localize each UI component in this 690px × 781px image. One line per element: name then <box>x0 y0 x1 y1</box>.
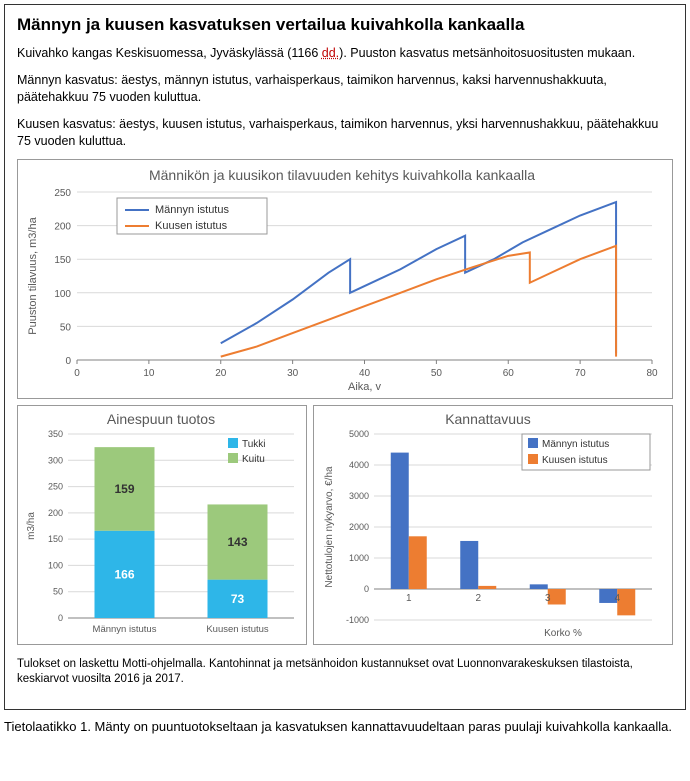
svg-text:Männyn istutus: Männyn istutus <box>155 204 229 216</box>
intro-para-3: Kuusen kasvatus: äestys, kuusen istutus,… <box>17 116 673 150</box>
svg-text:Puuston tilavuus, m3/ha: Puuston tilavuus, m3/ha <box>27 217 39 335</box>
svg-text:Kuusen istutus: Kuusen istutus <box>155 220 228 232</box>
svg-text:350: 350 <box>48 429 63 439</box>
svg-text:m3/ha: m3/ha <box>26 512 37 540</box>
svg-text:-1000: -1000 <box>346 615 369 625</box>
yield-chart: Ainespuun tuotos 0 50 100 150 200 250 300 350 m3/… <box>22 410 300 640</box>
svg-text:3000: 3000 <box>349 491 369 501</box>
npv-chart: Kannattavuus -1000 0 1000 2000 3000 4000 5000 Ne… <box>318 410 658 640</box>
svg-text:Korko %: Korko % <box>544 628 582 639</box>
svg-text:50: 50 <box>60 323 72 334</box>
volume-chart: Männikön ja kuusikon tilavuuden kehitys … <box>22 164 662 394</box>
svg-text:250: 250 <box>54 188 71 199</box>
svg-text:3: 3 <box>545 593 551 604</box>
svg-text:Männyn istutus: Männyn istutus <box>542 439 609 450</box>
svg-text:Aika, v: Aika, v <box>348 381 382 393</box>
footnote: Tulokset on laskettu Motti-ohjelmalla. K… <box>17 657 673 688</box>
svg-text:200: 200 <box>54 222 71 233</box>
svg-text:40: 40 <box>359 368 371 379</box>
svg-text:159: 159 <box>114 482 134 496</box>
svg-text:1: 1 <box>406 593 412 604</box>
volume-chart-container: Männikön ja kuusikon tilavuuden kehitys … <box>17 159 673 399</box>
svg-text:Kuusen istutus: Kuusen istutus <box>206 624 269 635</box>
svg-text:73: 73 <box>231 592 245 606</box>
svg-text:4: 4 <box>614 593 620 604</box>
svg-text:150: 150 <box>48 535 63 545</box>
svg-text:Männyn istutus: Männyn istutus <box>93 624 157 635</box>
svg-text:300: 300 <box>48 456 63 466</box>
page-title: Männyn ja kuusen kasvatuksen vertailua k… <box>17 15 673 35</box>
svg-text:70: 70 <box>575 368 587 379</box>
svg-text:1000: 1000 <box>349 553 369 563</box>
svg-text:Kuusen istutus: Kuusen istutus <box>542 455 608 466</box>
svg-text:20: 20 <box>215 368 227 379</box>
svg-text:2000: 2000 <box>349 522 369 532</box>
svg-text:2: 2 <box>475 593 481 604</box>
npv-chart-container: Kannattavuus -1000 0 1000 2000 3000 4000 5000 Ne… <box>313 405 673 645</box>
svg-text:0: 0 <box>74 368 80 379</box>
svg-text:143: 143 <box>227 535 247 549</box>
svg-text:Männikön ja kuusikon tilavuude: Männikön ja kuusikon tilavuuden kehitys … <box>149 167 535 183</box>
intro-para-1: Kuivahko kangas Keskisuomessa, Jyväskylä… <box>17 45 673 62</box>
svg-text:60: 60 <box>503 368 515 379</box>
svg-text:0: 0 <box>58 613 63 623</box>
svg-text:166: 166 <box>114 568 134 582</box>
bottom-charts-row: Ainespuun tuotos 0 50 100 150 200 250 300 350 m3/… <box>17 405 673 645</box>
svg-text:100: 100 <box>48 561 63 571</box>
svg-text:30: 30 <box>287 368 299 379</box>
svg-text:200: 200 <box>48 508 63 518</box>
svg-text:Kannattavuus: Kannattavuus <box>445 411 531 427</box>
yield-chart-container: Ainespuun tuotos 0 50 100 150 200 250 300 350 m3/… <box>17 405 307 645</box>
svg-text:10: 10 <box>143 368 155 379</box>
svg-text:Kuitu: Kuitu <box>242 454 265 465</box>
caption: Tietolaatikko 1. Mänty on puuntuotokselt… <box>4 718 686 736</box>
svg-text:150: 150 <box>54 256 71 267</box>
intro-1a: Kuivahko kangas Keskisuomessa, Jyväskylä… <box>17 46 322 60</box>
intro-para-2: Männyn kasvatus: äestys, männyn istutus,… <box>17 72 673 106</box>
svg-text:50: 50 <box>431 368 443 379</box>
info-box-frame: Männyn ja kuusen kasvatuksen vertailua k… <box>4 4 686 710</box>
svg-text:Tukki: Tukki <box>242 439 266 450</box>
intro-1b: ). Puuston kasvatus metsänhoitosuositust… <box>339 46 635 60</box>
svg-text:Ainespuun tuotos: Ainespuun tuotos <box>107 411 215 427</box>
svg-text:Nettotulojen nykyarvo, €/ha: Nettotulojen nykyarvo, €/ha <box>324 466 335 588</box>
svg-text:5000: 5000 <box>349 429 369 439</box>
svg-text:250: 250 <box>48 482 63 492</box>
svg-text:0: 0 <box>364 584 369 594</box>
intro-dd: dd. <box>322 46 339 60</box>
svg-text:4000: 4000 <box>349 460 369 470</box>
svg-text:100: 100 <box>54 289 71 300</box>
svg-text:0: 0 <box>65 356 71 367</box>
svg-text:80: 80 <box>646 368 658 379</box>
svg-text:50: 50 <box>53 587 63 597</box>
